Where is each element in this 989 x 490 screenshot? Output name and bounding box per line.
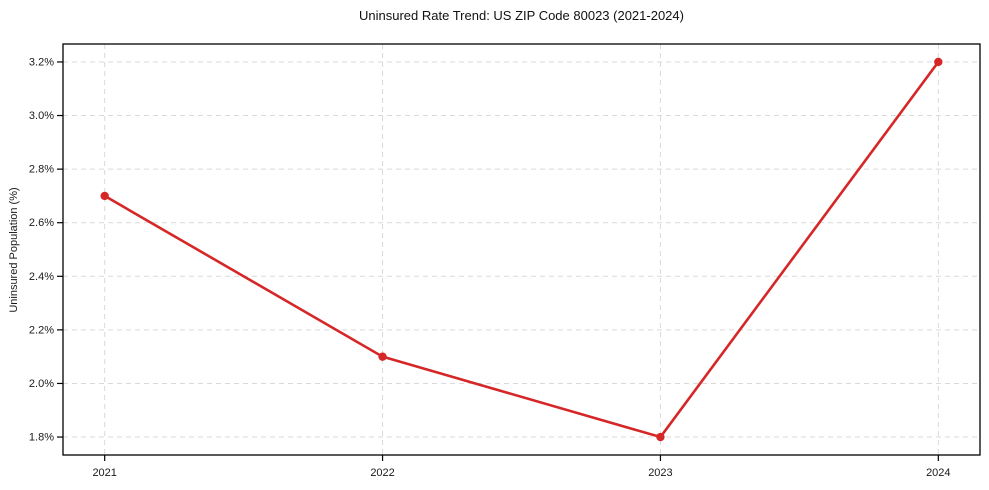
plot-border: [62, 43, 981, 456]
data-point-marker: [378, 352, 387, 361]
x-tick-label: 2024: [926, 467, 950, 479]
x-tick-label: 2023: [648, 467, 672, 479]
y-tick-label: 2.0%: [29, 378, 54, 390]
y-tick-label: 2.6%: [29, 217, 54, 229]
y-tick-label: 2.2%: [29, 324, 54, 336]
x-tick-label: 2022: [370, 467, 394, 479]
data-point-marker: [656, 432, 665, 442]
y-tick-label: 3.2%: [29, 56, 54, 68]
trend-line: [103, 60, 940, 439]
x-tick-label: 2021: [92, 467, 116, 479]
data-point-marker: [934, 57, 943, 67]
y-tick-label: 2.8%: [29, 164, 54, 176]
chart-title: Uninsured Rate Trend: US ZIP Code 80023 …: [359, 8, 684, 23]
y-tick-label: 3.0%: [29, 110, 54, 122]
data-point-marker: [100, 191, 109, 201]
y-tick-label: 2.4%: [29, 271, 54, 283]
y-tick-label: 1.8%: [29, 432, 54, 444]
